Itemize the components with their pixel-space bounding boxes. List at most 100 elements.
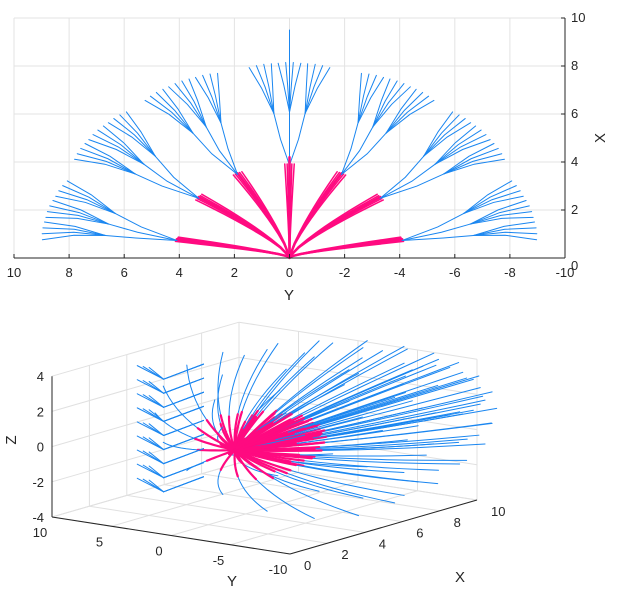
- outer-trajectory: [42, 227, 107, 236]
- outer-trajectory: [301, 352, 435, 417]
- outer-trajectory: [321, 399, 486, 435]
- outer-trajectory: [463, 190, 521, 214]
- outer-trajectory: [357, 72, 362, 124]
- inner-trajectory: [233, 419, 310, 452]
- grid-line: [289, 499, 478, 555]
- inner-trajectory: [233, 420, 247, 452]
- outer-trajectory: [319, 387, 481, 430]
- grid-line: [51, 427, 240, 483]
- inner-trajectory: [219, 449, 237, 472]
- outer-trajectory: [289, 469, 405, 496]
- outer-trajectory: [163, 377, 205, 394]
- outer-trajectory: [76, 153, 136, 175]
- z-tick-label: -4: [32, 510, 44, 525]
- y-tick-label: 10: [571, 10, 585, 25]
- inner-trajectory: [233, 436, 319, 452]
- outer-trajectory: [255, 356, 315, 418]
- outer-trajectory: [114, 212, 178, 241]
- inner-trajectory: [233, 448, 313, 452]
- outer-trajectory: [443, 153, 503, 175]
- inner-trajectory: [233, 410, 244, 452]
- outer-trajectory: [277, 62, 290, 113]
- outer-trajectory: [136, 365, 165, 380]
- inner-trajectory: [288, 240, 405, 258]
- inner-trajectory: [233, 449, 239, 478]
- inner-trajectory: [233, 449, 244, 464]
- outer-trajectory: [107, 122, 156, 157]
- y-axis: [51, 516, 291, 555]
- outer-trajectory: [340, 132, 387, 176]
- grid-line: [164, 484, 403, 523]
- inner-trajectory: [233, 437, 304, 452]
- outer-trajectory: [255, 478, 315, 519]
- outer-trajectory: [148, 423, 165, 436]
- inner-trajectory: [177, 236, 291, 258]
- outer-trajectory: [295, 425, 419, 445]
- x-tick-label: 4: [379, 536, 386, 551]
- outer-trajectory: [316, 378, 474, 427]
- outer-trajectory: [469, 211, 533, 225]
- outer-trajectory: [163, 405, 205, 422]
- outer-trajectory: [163, 391, 205, 408]
- outer-trajectory: [275, 458, 368, 468]
- outer-trajectory: [291, 348, 408, 415]
- inner-trajectory: [193, 437, 237, 452]
- inner-trajectory: [233, 449, 323, 452]
- outer-trajectory: [323, 391, 493, 431]
- outer-trajectory: [301, 443, 435, 451]
- outer-trajectory: [244, 368, 287, 423]
- inner-trajectory: [219, 422, 237, 452]
- outer-trajectory: [262, 453, 334, 456]
- outer-trajectory: [316, 409, 474, 439]
- inner-trajectory: [241, 171, 291, 258]
- outer-trajectory: [304, 63, 309, 114]
- outer-trajectory: [163, 377, 205, 394]
- grid-line: [238, 321, 478, 360]
- inner-trajectory: [233, 409, 278, 452]
- outer-trajectory: [92, 134, 145, 165]
- inner-trajectory: [233, 447, 316, 452]
- outer-trajectory: [469, 200, 527, 225]
- inner-trajectory: [233, 421, 315, 452]
- inner-trajectory: [233, 438, 310, 452]
- inner-trajectory: [196, 448, 237, 452]
- grid-line: [111, 471, 299, 527]
- outer-trajectory: [293, 369, 413, 423]
- inner-trajectory: [233, 416, 305, 452]
- inner-trajectory: [233, 419, 299, 452]
- inner-trajectory: [233, 437, 247, 452]
- inner-trajectory: [233, 413, 239, 452]
- outer-trajectory: [148, 366, 165, 380]
- outer-trajectory: [163, 419, 205, 436]
- 3d-zlabel: Z: [3, 435, 20, 444]
- outer-trajectory: [248, 67, 275, 114]
- outer-trajectory: [372, 86, 411, 128]
- outer-trajectory: [318, 375, 480, 425]
- inner-trajectory: [233, 418, 292, 452]
- grid-line: [126, 494, 365, 533]
- outer-trajectory: [385, 88, 417, 134]
- x-tick-label: -4: [394, 265, 406, 280]
- outer-trajectory: [97, 129, 145, 165]
- outer-trajectory: [217, 469, 224, 496]
- outer-trajectory: [289, 112, 306, 166]
- inner-trajectory: [233, 437, 315, 452]
- outer-trajectory: [46, 211, 110, 225]
- outer-trajectory: [163, 434, 205, 451]
- outer-trajectory: [298, 454, 427, 457]
- top-xlabel: Y: [284, 287, 294, 304]
- inner-trajectory: [233, 434, 321, 452]
- outer-trajectory: [289, 383, 404, 428]
- outer-trajectory: [163, 434, 205, 451]
- outer-trajectory: [228, 354, 245, 417]
- grid-line: [51, 516, 291, 555]
- outer-trajectory: [323, 422, 492, 443]
- outer-trajectory: [163, 448, 205, 465]
- inner-trajectory: [233, 449, 313, 460]
- outer-trajectory: [434, 125, 477, 165]
- outer-trajectory: [321, 443, 486, 452]
- outer-trajectory: [205, 126, 239, 176]
- inner-trajectory: [233, 449, 288, 475]
- inner-trajectory: [233, 429, 293, 452]
